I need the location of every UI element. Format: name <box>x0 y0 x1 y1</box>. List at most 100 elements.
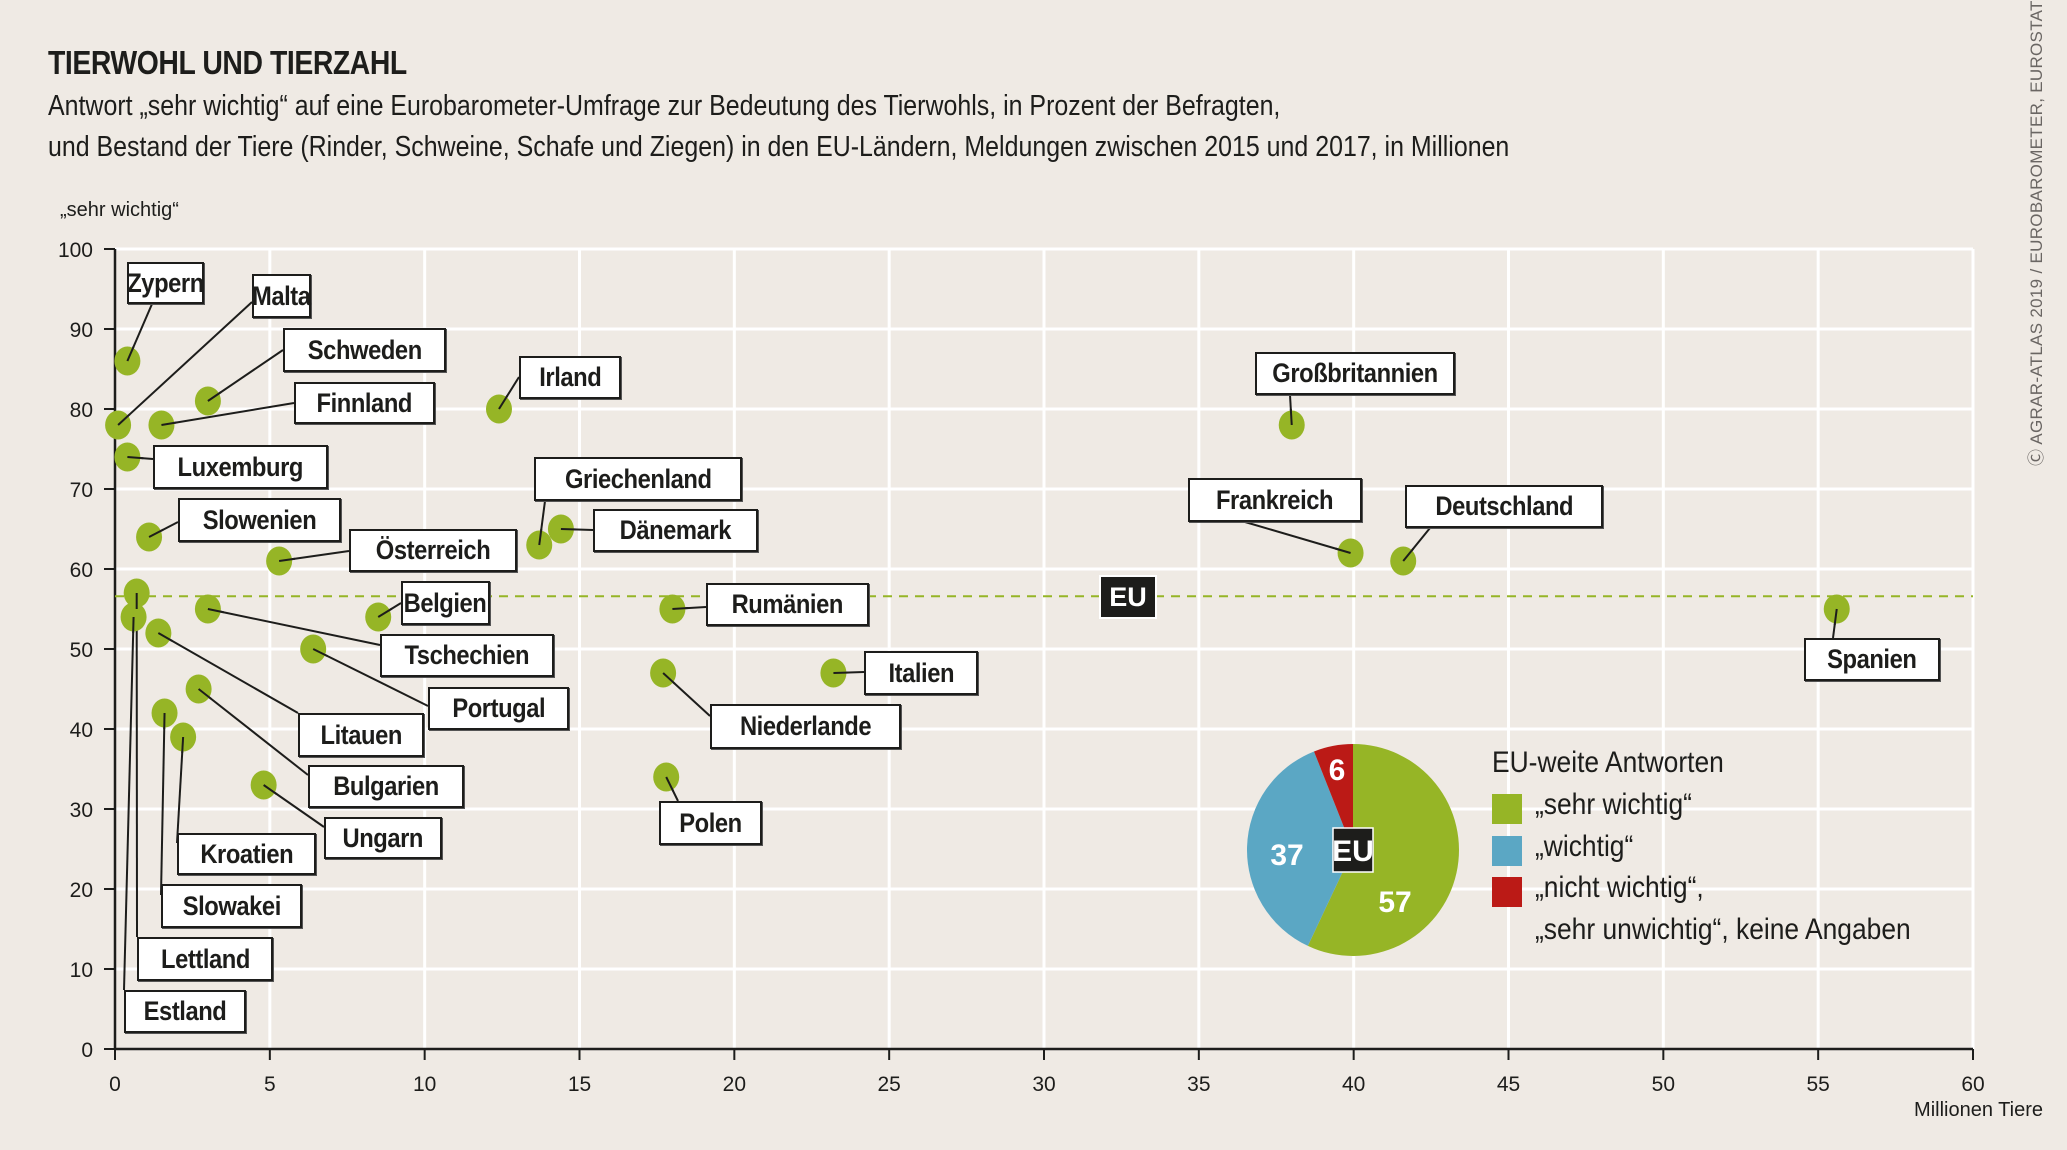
leader-line-tip <box>538 529 543 546</box>
y-tick-label: 50 <box>70 639 93 662</box>
leader-line-tip <box>126 345 135 362</box>
leader-line <box>312 648 429 707</box>
country-label-text: Slowenien <box>202 504 317 535</box>
leader-line-tip <box>207 608 224 614</box>
leader-line-tip <box>833 671 850 674</box>
leader-line-tip <box>672 607 689 610</box>
leader-line-tip <box>1334 547 1351 554</box>
x-tick-label: 5 <box>264 1073 276 1096</box>
country-label: Litauen <box>298 713 424 757</box>
leader-line-tip <box>157 632 173 642</box>
tick-labels: 0 5 10 15 20 25 30 35 40 45 50 55 60 0 10 20 30 40 50 60 70 8… <box>58 239 1985 1096</box>
x-tick-label: 50 <box>1652 1073 1675 1096</box>
country-label-text: Estland <box>143 996 227 1026</box>
country-label-text: Malta <box>252 280 311 311</box>
country-label-text: Luxemburg <box>177 451 304 482</box>
y-tick-label: 30 <box>70 799 93 822</box>
leader-line-tip <box>498 394 509 410</box>
country-label-text: Spanien <box>1827 644 1917 674</box>
country-label-text: Bulgarien <box>333 771 439 801</box>
country-label-text: Niederlande <box>739 711 872 741</box>
legend-swatch-red <box>1492 877 1522 907</box>
leader-line <box>160 712 166 896</box>
y-tick-label: 70 <box>70 479 93 502</box>
country-label-text: Portugal <box>452 693 545 723</box>
x-tick-label: 25 <box>877 1073 900 1096</box>
country-label-text: Ungarn <box>342 822 424 853</box>
y-axis-title: „sehr wichtig“ <box>60 199 179 221</box>
y-tick-label: 60 <box>70 559 93 582</box>
chart-subtitle-line-2: und Bestand der Tiere (Rinder, Schweine,… <box>48 131 1510 163</box>
leader-line-tip <box>148 528 164 538</box>
country-label: Finnland <box>294 382 435 424</box>
country-label-text: Rumänien <box>731 589 844 619</box>
legend-label-continued: „sehr unwichtig“, keine Angaben <box>1535 913 1911 946</box>
country-label: Deutschland <box>1405 485 1603 528</box>
leader-line-tip <box>278 557 296 562</box>
pie-slice-label: 6 <box>1329 754 1346 787</box>
country-label-text: Kroatien <box>200 838 293 869</box>
country-label: Irland <box>519 356 621 399</box>
country-label-text: Slowakei <box>182 890 281 921</box>
data-point <box>114 442 141 472</box>
data-point <box>114 346 141 376</box>
country-label: Griechenland <box>534 457 742 501</box>
country-label-text: Zypern <box>127 267 204 298</box>
leader-line-tip <box>377 607 393 618</box>
y-tick-label: 80 <box>70 399 93 422</box>
leader-line-tip <box>1402 547 1415 562</box>
y-tick-label: 10 <box>70 959 93 982</box>
country-label: Estland <box>124 990 246 1033</box>
country-label: Niederlande <box>710 704 901 749</box>
x-tick-label: 0 <box>109 1073 121 1096</box>
x-tick-label: 55 <box>1806 1073 1829 1096</box>
country-label: Schweden <box>283 328 446 372</box>
leader-line-tip <box>181 736 185 754</box>
data-points <box>105 345 1850 800</box>
country-label-text: Schweden <box>307 334 422 365</box>
y-tick-label: 0 <box>81 1039 93 1062</box>
pie-slice <box>1307 744 1459 957</box>
country-label: Luxemburg <box>153 445 328 489</box>
legend-title: EU-weite Antworten <box>1492 746 1724 779</box>
pie-slice-label: 37 <box>1270 839 1303 872</box>
country-label: Malta <box>252 274 311 318</box>
chart-title: TIERWOHL UND TIERZAHL <box>48 44 407 81</box>
pie-center-label: EU <box>1332 835 1374 868</box>
x-tick-label: 30 <box>1032 1073 1055 1096</box>
x-tick-label: 60 <box>1961 1073 1984 1096</box>
leader-line <box>161 402 295 426</box>
x-tick-label: 45 <box>1497 1073 1520 1096</box>
eu-pie-chart: 57 37 6 EU <box>1246 744 1459 957</box>
leader-line-tip <box>197 688 212 700</box>
country-label: Dänemark <box>593 509 758 552</box>
legend-label: „wichtig“ <box>1535 830 1634 863</box>
country-label: Portugal <box>428 687 569 730</box>
x-tick-label: 40 <box>1342 1073 1365 1096</box>
legend-label: „nicht wichtig“, <box>1535 871 1704 904</box>
leader-lines <box>117 301 1838 991</box>
leader-line-tip <box>1289 408 1293 426</box>
x-axis-title: Millionen Tiere <box>1914 1099 2043 1121</box>
chart-subtitle-line-1: Antwort „sehr wichtig“ auf eine Eurobaro… <box>48 90 1281 122</box>
country-label: Bulgarien <box>308 765 464 808</box>
country-label: Spanien <box>1804 638 1940 681</box>
leader-line-tip <box>1833 608 1838 625</box>
country-label: Tschechien <box>380 634 554 677</box>
leader-line-tip <box>665 776 675 792</box>
country-label: Slowenien <box>178 498 341 542</box>
leader-line <box>176 736 185 844</box>
leader-line-tip <box>161 421 178 426</box>
leader-line <box>117 301 253 426</box>
y-tick-label: 20 <box>70 879 93 902</box>
country-label-text: Litauen <box>320 719 402 750</box>
leader-line-tip <box>127 456 144 460</box>
legend-swatch-green <box>1492 794 1522 824</box>
country-label-text: Frankreich <box>1216 484 1334 515</box>
legend-label: „sehr wichtig“ <box>1535 788 1692 821</box>
country-label: Frankreich <box>1188 478 1362 522</box>
country-label-text: Irland <box>538 362 602 392</box>
leader-line <box>157 632 299 714</box>
country-label: Ungarn <box>324 817 442 859</box>
